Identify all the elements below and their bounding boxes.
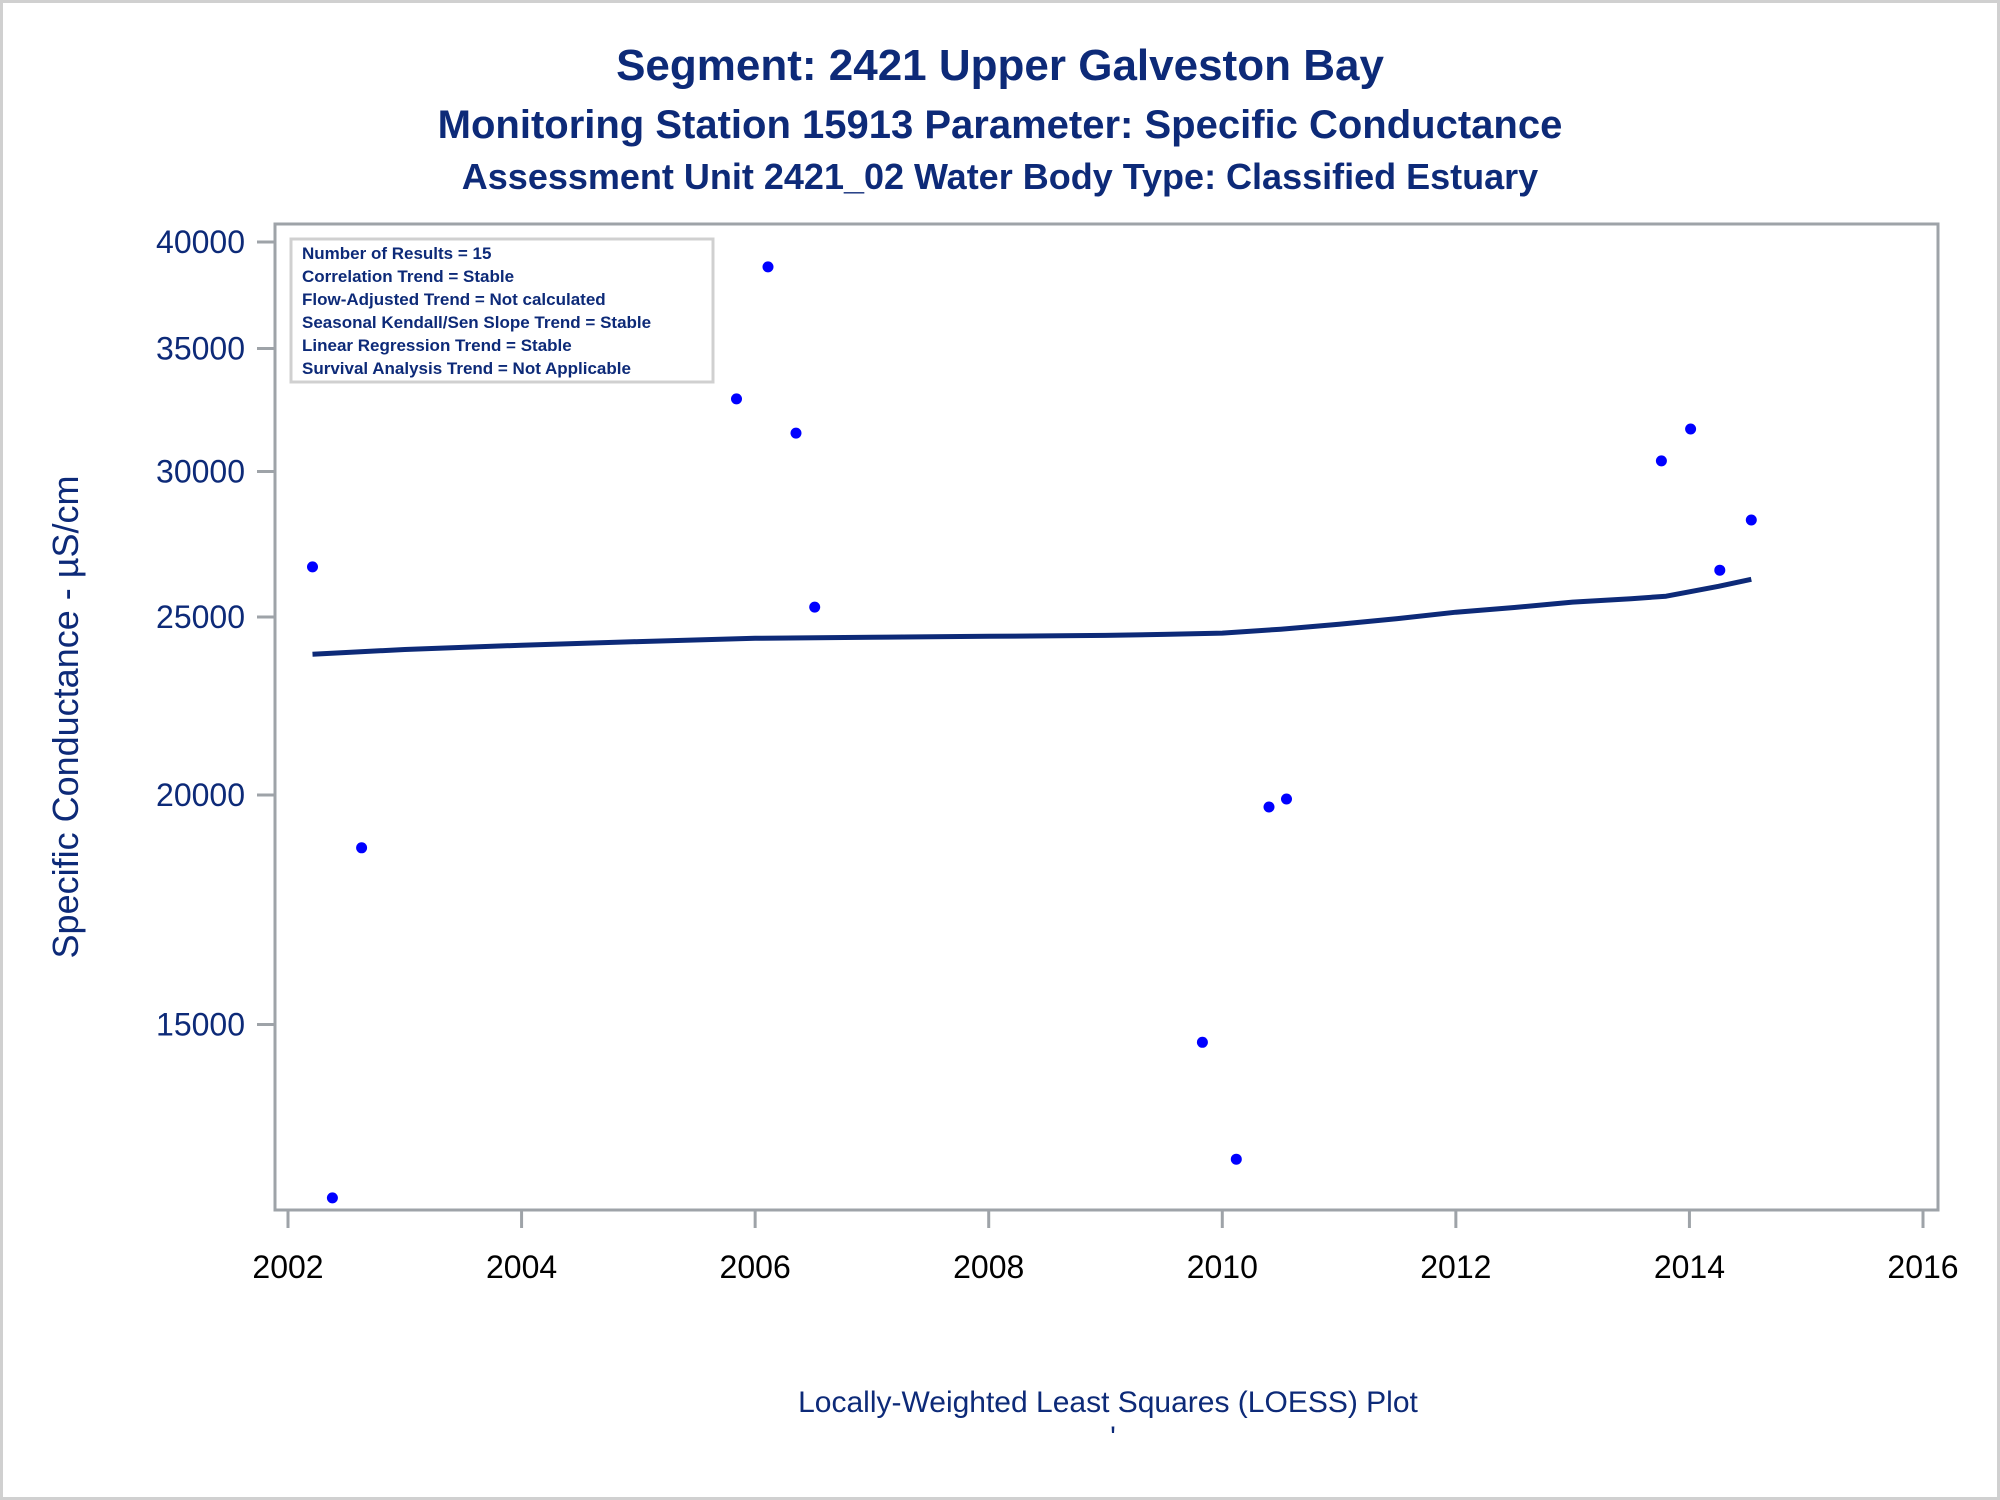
chart-title: Segment: 2421 Upper Galveston Bay <box>616 41 1384 90</box>
y-tick-label: 30000 <box>156 454 245 490</box>
data-point <box>1230 1153 1242 1165</box>
stats-line: Seasonal Kendall/Sen Slope Trend = Stabl… <box>302 313 651 332</box>
data-point <box>731 393 742 405</box>
points-layer <box>307 261 1757 1204</box>
y-tick-label: 20000 <box>156 777 245 813</box>
x-tick-label: 2008 <box>953 1249 1024 1285</box>
x-tick-label: 2012 <box>1420 1249 1491 1285</box>
stats-line: Linear Regression Trend = Stable <box>302 336 572 355</box>
data-point <box>1196 1036 1208 1048</box>
stats-line: Correlation Trend = Stable <box>302 267 514 286</box>
x-tick-label: 2010 <box>1187 1249 1258 1285</box>
data-point <box>790 427 802 439</box>
data-point <box>356 842 368 854</box>
y-tick-label: 40000 <box>156 224 245 260</box>
x-tick-label: 2004 <box>486 1249 557 1285</box>
data-point <box>762 261 774 273</box>
chart-subtitle: Monitoring Station 15913 Parameter: Spec… <box>438 103 1563 147</box>
data-point <box>1685 423 1697 435</box>
stats-box-border <box>289 237 715 384</box>
y-axis: 15000 20000 25000 30000 35000 40000 <box>156 224 275 1043</box>
plot-area-frame <box>273 222 1940 1212</box>
data-point <box>1745 514 1757 526</box>
y-axis-label: Specific Conductance - µS/cm <box>45 476 86 959</box>
chart-footnote: Locally-Weighted Least Squares (LOESS) P… <box>798 1386 1418 1419</box>
loess-line <box>312 576 1752 657</box>
data-point <box>809 601 821 613</box>
stats-line: Survival Analysis Trend = Not Applicable <box>302 359 631 378</box>
x-tick-label: 2014 <box>1654 1249 1725 1285</box>
y-tick-label: 15000 <box>156 1007 245 1043</box>
loess-layer <box>312 576 1752 657</box>
data-point <box>307 561 318 573</box>
data-point <box>1281 793 1292 805</box>
data-point <box>1263 801 1275 813</box>
stats-line: Flow-Adjusted Trend = Not calculated <box>302 290 606 309</box>
stats-box: Number of Results = 15 Correlation Trend… <box>289 237 715 384</box>
x-tick-label: 2016 <box>1887 1249 1958 1285</box>
y-tick-label: 25000 <box>156 599 245 635</box>
data-point <box>1655 455 1667 467</box>
y-tick-label: 35000 <box>156 331 245 367</box>
footnote-mark: ' <box>1110 1421 1116 1454</box>
data-point <box>326 1192 338 1204</box>
x-axis: 2002 2004 2006 2008 2010 2012 2014 2016 <box>252 1210 1959 1285</box>
x-tick-label: 2006 <box>720 1249 791 1285</box>
x-tick-label: 2002 <box>252 1249 323 1285</box>
data-point <box>1714 564 1726 576</box>
chart-subtitle-2: Assessment Unit 2421_02 Water Body Type:… <box>462 156 1538 197</box>
stats-line: Number of Results = 15 <box>302 244 491 263</box>
